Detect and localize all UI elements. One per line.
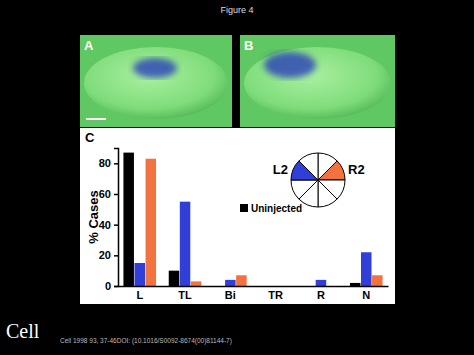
legend-label: Uninjected bbox=[251, 203, 302, 214]
bar bbox=[225, 280, 236, 286]
y-tick-label: 80 bbox=[99, 157, 111, 169]
y-tick: 40 bbox=[99, 219, 118, 231]
x-tick: N bbox=[362, 289, 370, 301]
y-tick: 80 bbox=[99, 157, 118, 169]
y-tick-mark bbox=[114, 286, 118, 288]
photo-panel: B bbox=[240, 35, 395, 127]
y-tick-mark bbox=[114, 224, 118, 226]
y-tick-label: 0 bbox=[105, 280, 111, 292]
y-tick-mark bbox=[114, 255, 118, 257]
x-tick: L bbox=[136, 289, 143, 301]
stain bbox=[133, 58, 177, 78]
bar bbox=[236, 275, 247, 286]
x-tick-label: TL bbox=[178, 289, 192, 301]
bar bbox=[146, 159, 157, 286]
x-tick: Bi bbox=[225, 289, 236, 301]
bars bbox=[123, 153, 382, 286]
y-tick: 0 bbox=[105, 280, 118, 292]
embryo bbox=[244, 47, 391, 119]
x-tick-label: Bi bbox=[225, 289, 236, 301]
x-tick-label: L bbox=[136, 289, 143, 301]
y-tick: 20 bbox=[99, 249, 118, 261]
panel-label: A bbox=[84, 38, 94, 53]
x-tick: R bbox=[317, 289, 325, 301]
scale-bar bbox=[86, 118, 106, 120]
background bbox=[0, 0, 474, 355]
figure-title: Figure 4 bbox=[220, 5, 253, 15]
bar bbox=[180, 202, 191, 286]
citation: Cell 1998 93, 37-46DOI: (10.1016/S0092-8… bbox=[60, 337, 232, 345]
diagram-sector bbox=[318, 180, 337, 207]
photo-panel: A bbox=[80, 35, 232, 127]
legend-label: R2 bbox=[348, 162, 365, 177]
bar bbox=[134, 263, 145, 286]
embryo bbox=[84, 47, 228, 119]
x-axis-line bbox=[119, 286, 389, 288]
y-tick-mark bbox=[114, 194, 118, 196]
y-tick-label: 20 bbox=[99, 249, 111, 261]
figure-slide: Figure 4 A B C 0 20 40 60 80 L TL Bi TR R N % Cases L2 R2… bbox=[0, 0, 474, 355]
legend-swatch bbox=[240, 204, 248, 212]
bar bbox=[350, 283, 361, 286]
diagram-sector bbox=[291, 180, 318, 199]
photo-background bbox=[80, 35, 232, 127]
y-tick-mark bbox=[114, 163, 118, 165]
diagram-sector bbox=[299, 153, 318, 180]
bar bbox=[191, 281, 202, 286]
y-axis-line bbox=[114, 149, 119, 287]
panel-label: B bbox=[244, 38, 253, 53]
x-tick-label: N bbox=[362, 289, 370, 301]
stain bbox=[264, 52, 316, 78]
legend: L2 R2 Uninjected bbox=[240, 153, 365, 214]
x-tick: TL bbox=[178, 289, 192, 301]
bar bbox=[316, 280, 327, 286]
photo-background bbox=[240, 35, 395, 127]
y-tick: 60 bbox=[99, 188, 118, 200]
x-tick-label: TR bbox=[268, 289, 283, 301]
bar bbox=[123, 153, 134, 286]
bar bbox=[372, 275, 383, 286]
bar bbox=[169, 271, 180, 286]
x-tick-label: R bbox=[317, 289, 325, 301]
legend-label: L2 bbox=[273, 162, 288, 177]
logo: Cell bbox=[6, 320, 40, 342]
y-axis: 0 20 40 60 80 bbox=[99, 149, 119, 293]
y-axis-title: % Cases bbox=[86, 190, 101, 243]
bar bbox=[361, 252, 372, 286]
chart-panel bbox=[80, 128, 395, 304]
x-tick: TR bbox=[268, 289, 283, 301]
diagram-sector bbox=[318, 161, 345, 180]
panel-label: C bbox=[85, 130, 95, 145]
x-axis: L TL Bi TR R N bbox=[119, 287, 389, 301]
